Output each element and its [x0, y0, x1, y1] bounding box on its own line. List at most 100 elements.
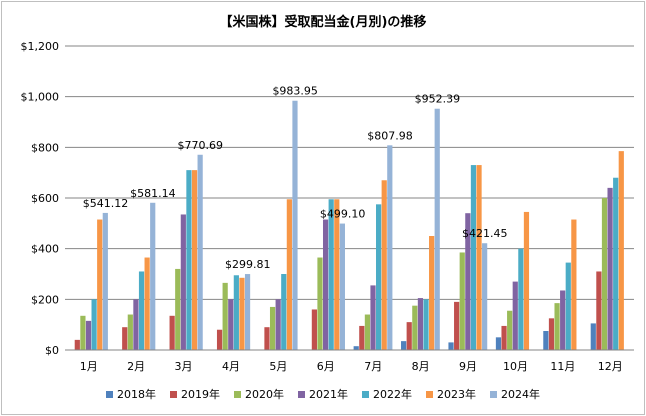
bar-2022年-1月 — [91, 299, 97, 350]
data-label: $541.12 — [83, 197, 129, 210]
bar-2019年-6月 — [311, 309, 317, 350]
bar-2022年-10月 — [518, 248, 524, 350]
bar-2019年-8月 — [406, 322, 412, 350]
bar-2024年-8月 — [434, 108, 440, 350]
bar-2024年-6月 — [339, 223, 345, 350]
legend-swatch — [362, 390, 369, 398]
bar-2022年-7月 — [376, 204, 382, 350]
legend-swatch — [170, 390, 177, 398]
legend-swatch — [234, 390, 241, 398]
y-tick-label: $600 — [31, 192, 59, 205]
data-label: $952.39 — [415, 93, 461, 106]
bar-2019年-9月 — [454, 301, 460, 350]
bar-2023年-5月 — [286, 199, 292, 350]
bar-2020年-2月 — [127, 314, 133, 350]
bar-2021年-5月 — [275, 299, 281, 350]
data-label: $807.98 — [367, 129, 413, 142]
y-tick-label: $1,000 — [21, 91, 60, 104]
y-tick-label: $1,200 — [21, 40, 60, 53]
bar-2019年-10月 — [501, 325, 507, 350]
bar-2022年-11月 — [565, 262, 571, 350]
y-tick-label: $400 — [31, 243, 59, 256]
bar-2022年-2月 — [138, 271, 145, 350]
bar-2019年-7月 — [359, 325, 365, 350]
bar-2019年-3月 — [169, 315, 175, 350]
bar-2020年-11月 — [554, 303, 560, 350]
bar-2018年-8月 — [401, 341, 407, 350]
bar-2024年-2月 — [150, 202, 156, 350]
bar-2018年-7月 — [353, 346, 359, 350]
data-label: $299.81 — [225, 258, 271, 271]
data-label: $770.69 — [178, 139, 224, 152]
bar-2024年-7月 — [387, 145, 393, 350]
y-tick-label: $200 — [31, 293, 59, 306]
bar-2022年-9月 — [470, 165, 477, 350]
x-tick-label: 1月 — [80, 360, 98, 373]
x-tick-label: 5月 — [269, 360, 287, 373]
chart-legend: 2018年 2019年 2020年 2021年 2022年 2023年 2024年 — [2, 386, 644, 402]
legend-item: 2019年 — [170, 386, 220, 402]
bar-2020年-3月 — [175, 268, 181, 350]
x-tick-label: 9月 — [459, 360, 477, 373]
bar-2021年-10月 — [512, 281, 518, 350]
legend-label: 2019年 — [181, 388, 220, 401]
legend-item: 2018年 — [106, 386, 156, 402]
bar-2019年-5月 — [264, 327, 270, 350]
legend-item: 2024年 — [490, 386, 540, 402]
bar-2023年-6月 — [334, 199, 340, 350]
bar-2020年-7月 — [364, 314, 371, 350]
bar-2022年-8月 — [423, 299, 429, 350]
bar-2022年-12月 — [613, 177, 619, 350]
bar-2021年-11月 — [560, 290, 566, 350]
bar-2021年-2月 — [133, 299, 139, 350]
bar-2023年-4月 — [239, 277, 245, 350]
legend-item: 2021年 — [298, 386, 348, 402]
bar-2019年-4月 — [216, 329, 223, 350]
data-label: $983.95 — [272, 85, 318, 98]
bar-2023年-8月 — [429, 236, 435, 350]
bar-2019年-12月 — [596, 271, 602, 350]
bar-2021年-3月 — [180, 214, 186, 350]
x-tick-label: 8月 — [412, 360, 430, 373]
bar-2023年-12月 — [618, 151, 624, 350]
bar-2018年-11月 — [543, 331, 549, 350]
y-tick-label: $800 — [31, 141, 59, 154]
bar-2023年-11月 — [571, 219, 577, 350]
bar-2020年-1月 — [80, 315, 86, 350]
bar-2024年-5月 — [292, 100, 298, 350]
bar-2023年-9月 — [476, 165, 482, 350]
bar-2024年-1月 — [102, 212, 108, 350]
chart-title: 【米国株】受取配当金(月別)の推移 — [219, 15, 427, 30]
y-tick-label: $0 — [45, 344, 59, 357]
data-label: $499.10 — [320, 208, 366, 221]
bar-2018年-12月 — [590, 323, 596, 350]
x-tick-label: 12月 — [598, 360, 623, 373]
legend-swatch — [490, 390, 497, 398]
x-tick-label: 3月 — [175, 360, 193, 373]
legend-item: 2022年 — [362, 386, 412, 402]
bar-2023年-10月 — [523, 211, 530, 350]
bar-2020年-4月 — [222, 282, 228, 350]
bar-2018年-9月 — [448, 342, 454, 350]
bar-2022年-3月 — [186, 170, 192, 350]
legend-label: 2021年 — [309, 388, 348, 401]
legend-item: 2020年 — [234, 386, 284, 402]
bar-2018年-10月 — [495, 337, 502, 350]
data-label: $581.14 — [130, 187, 176, 200]
bar-2022年-6月 — [328, 199, 334, 350]
bar-2021年-12月 — [607, 187, 613, 350]
bar-2021年-8月 — [417, 298, 424, 350]
bar-2019年-1月 — [74, 339, 80, 350]
bar-2021年-9月 — [465, 213, 471, 350]
bar-2021年-6月 — [322, 219, 329, 350]
data-label: $421.45 — [462, 227, 508, 240]
bar-2020年-5月 — [269, 306, 276, 350]
bar-2019年-2月 — [122, 327, 128, 350]
legend-label: 2018年 — [117, 388, 156, 401]
bar-2020年-6月 — [317, 257, 323, 350]
bar-2020年-10月 — [507, 310, 513, 350]
bar-2024年-4月 — [244, 274, 251, 350]
bar-2019年-11月 — [548, 318, 555, 350]
